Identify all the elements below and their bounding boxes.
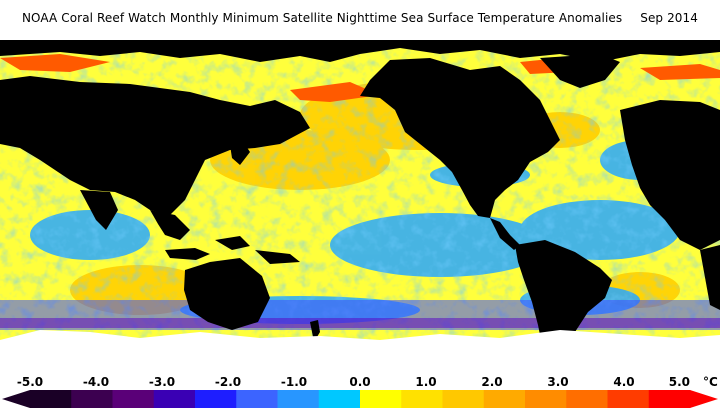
legend-swatches [2, 390, 718, 408]
land [0, 40, 720, 360]
legend-swatch [71, 390, 113, 408]
legend-arrow-max [690, 390, 718, 408]
arctic-hot-anomaly [0, 54, 720, 102]
legend-swatch [401, 390, 443, 408]
legend-tick-label: -2.0 [215, 375, 241, 389]
legend-swatch [112, 390, 155, 408]
legend-tick-label: 3.0 [547, 375, 568, 389]
title-text: NOAA Coral Reef Watch Monthly Minimum Sa… [21, 11, 623, 25]
legend-swatch [360, 390, 402, 408]
legend-swatch [195, 390, 237, 408]
legend-swatch [30, 390, 72, 408]
title-date: Sep 2014 [640, 11, 699, 25]
legend-swatch [607, 390, 650, 408]
legend-swatch [153, 390, 196, 408]
legend-swatch [648, 390, 691, 408]
legend-swatch [483, 390, 526, 408]
legend-swatch [318, 390, 361, 408]
sst-anomaly-map [0, 40, 720, 371]
legend-arrow-min [2, 390, 30, 408]
legend-unit: °C [703, 375, 718, 389]
legend-tick-label: -1.0 [281, 375, 307, 389]
southern-ocean-cold [0, 300, 720, 330]
legend-tick-label: 0.0 [349, 375, 370, 389]
legend-swatch [277, 390, 320, 408]
map-title: NOAA Coral Reef Watch Monthly Minimum Sa… [0, 11, 720, 25]
color-scale-legend: -5.0 -4.0 -3.0 -2.0 -1.0 0.0 1.0 2.0 3.0 4.0 5.0 °… [2, 375, 718, 408]
legend-swatch [442, 390, 485, 408]
antarctic-sea-ice [0, 330, 720, 371]
legend-swatch [525, 390, 567, 408]
legend-tick-label: 5.0 [669, 375, 690, 389]
legend-swatch [566, 390, 608, 408]
legend-tick-label: 2.0 [481, 375, 502, 389]
legend-tick-labels: -5.0 -4.0 -3.0 -2.0 -1.0 0.0 1.0 2.0 3.0 4.0 5.0 [17, 375, 690, 389]
legend-swatch [236, 390, 278, 408]
legend-tick-label: 1.0 [415, 375, 436, 389]
legend-tick-label: -4.0 [83, 375, 109, 389]
legend-tick-label: -5.0 [17, 375, 43, 389]
legend-tick-label: -3.0 [149, 375, 175, 389]
legend-tick-label: 4.0 [613, 375, 634, 389]
